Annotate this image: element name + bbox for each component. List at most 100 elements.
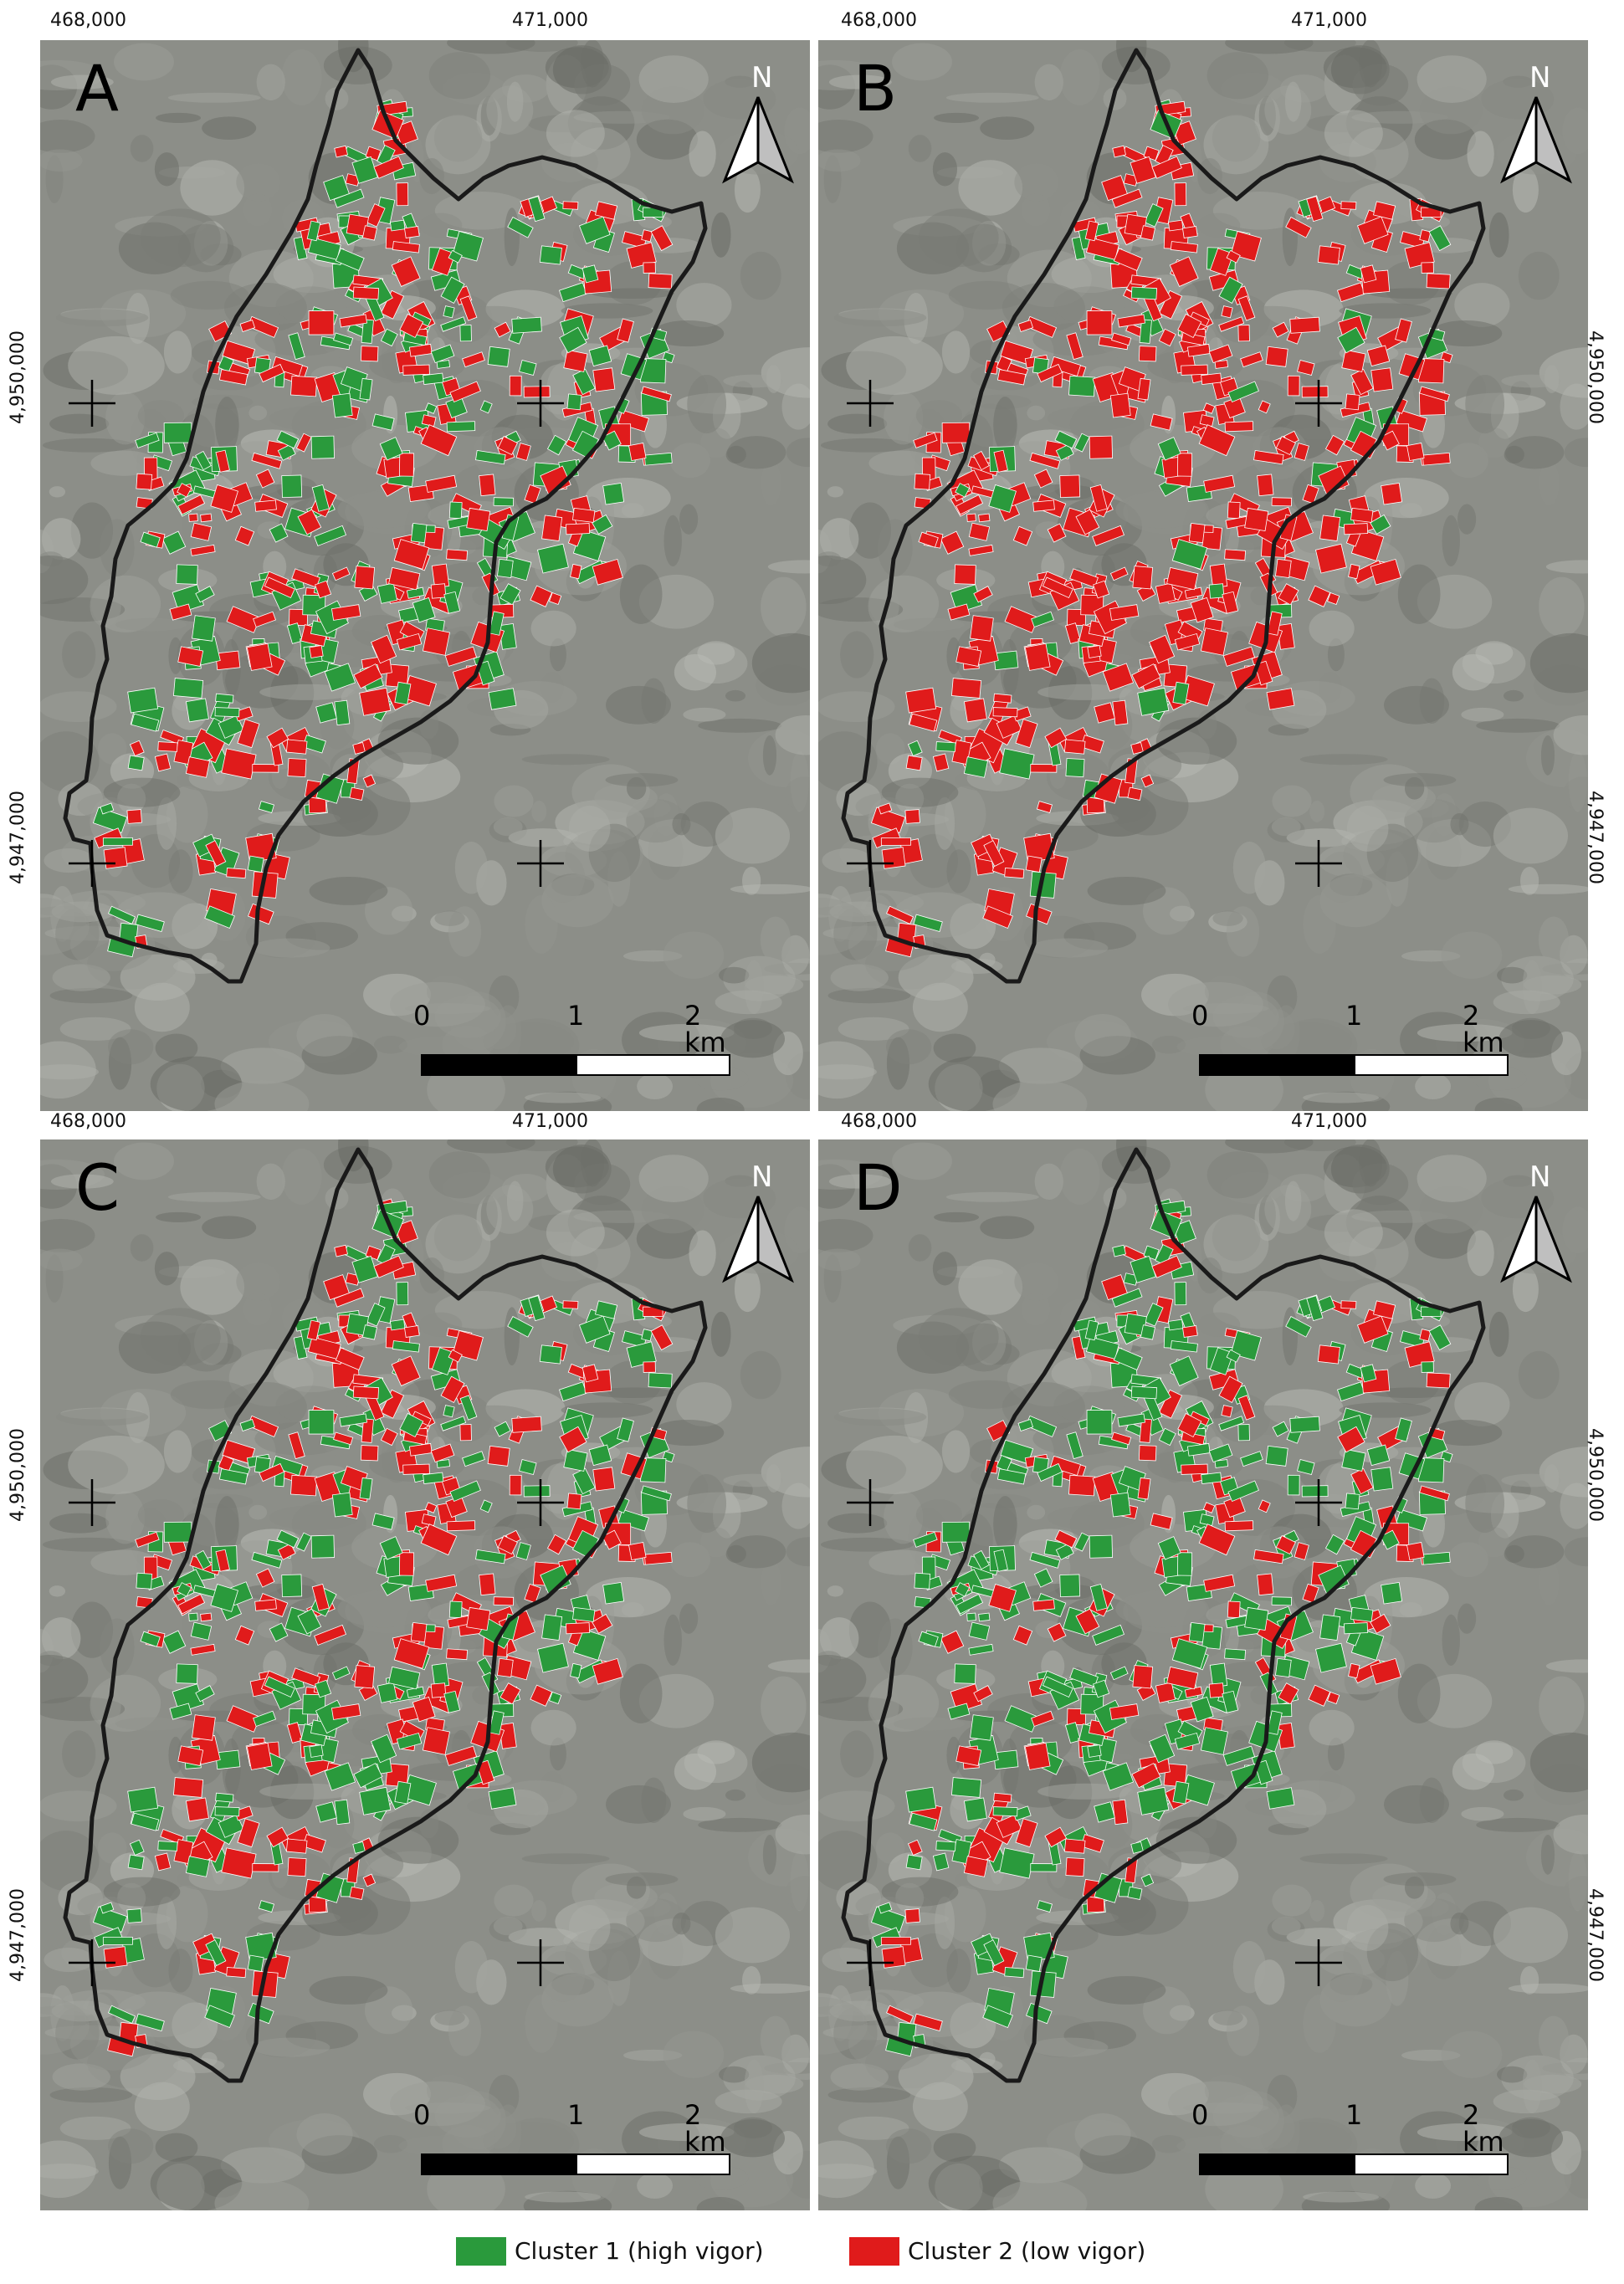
- vineyard-parcel: [1167, 1319, 1184, 1331]
- vineyard-parcel: [996, 1468, 1027, 1485]
- vineyard-parcel: [331, 1666, 351, 1681]
- vineyard-parcel: [973, 1549, 990, 1570]
- vineyard-parcel: [443, 305, 455, 319]
- vineyard-parcel: [530, 1684, 553, 1707]
- north-arrow: N: [1496, 64, 1576, 206]
- vineyard-parcel: [131, 713, 160, 732]
- vineyard-parcel: [1177, 1412, 1202, 1438]
- vineyard-parcel: [135, 1531, 160, 1548]
- vineyard-parcel: [446, 421, 476, 433]
- vineyard-parcel: [581, 1364, 599, 1383]
- vineyard-parcel: [1089, 1534, 1113, 1559]
- vineyard-parcel: [331, 566, 351, 581]
- vineyard-parcel: [1113, 1347, 1143, 1370]
- vineyard-parcel: [359, 1786, 392, 1815]
- vineyard-parcel: [1226, 249, 1241, 264]
- municipal-boundary: [841, 48, 1486, 984]
- scale-segment-black: [1199, 2153, 1354, 2175]
- vineyard-parcel: [314, 525, 347, 546]
- vineyard-parcel: [1065, 1857, 1085, 1877]
- vineyard-parcel: [1222, 646, 1256, 667]
- vineyard-parcel: [592, 514, 613, 535]
- vineyard-parcel: [1285, 1316, 1312, 1338]
- vineyard-parcel: [448, 249, 463, 264]
- vineyard-parcel: [1227, 501, 1241, 520]
- vineyard-parcel: [515, 1542, 531, 1560]
- vineyard-parcel: [1089, 1583, 1108, 1611]
- vineyard-parcel: [314, 1624, 347, 1646]
- vineyard-parcel: [509, 375, 522, 397]
- vineyard-parcel: [379, 437, 403, 461]
- vineyard-parcel: [335, 248, 365, 271]
- vineyard-parcel: [135, 2013, 165, 2032]
- easting-label-left: 468,000: [50, 1111, 126, 1132]
- vineyard-parcel: [588, 1444, 612, 1467]
- vineyard-parcel: [918, 531, 939, 548]
- vineyard-parcel: [1380, 1529, 1400, 1550]
- vineyard-parcel: [1109, 1666, 1129, 1681]
- vineyard-parcel: [1202, 1502, 1216, 1513]
- vineyard-parcel: [297, 509, 322, 535]
- vineyard-parcel: [493, 1596, 515, 1606]
- vineyard-parcel: [914, 1572, 931, 1590]
- vineyard-parcel: [1149, 1733, 1176, 1764]
- vineyard-parcel: [393, 539, 430, 570]
- vineyard-parcel: [1422, 452, 1451, 466]
- grid-cross-icon: [847, 380, 894, 427]
- vineyard-parcel: [1272, 321, 1289, 338]
- vineyard-parcel: [379, 1536, 403, 1560]
- vineyard-parcel: [335, 1347, 365, 1370]
- vineyard-parcel: [311, 1583, 330, 1611]
- vineyard-parcel: [996, 714, 1022, 739]
- northing-label-upper: 4,950,000: [7, 1428, 28, 1522]
- vineyard-parcel: [420, 424, 458, 457]
- map-panel-a: A N 0 1 2 km: [40, 40, 810, 1111]
- vineyard-parcel: [1137, 377, 1151, 401]
- vineyard-parcel: [1049, 356, 1082, 377]
- vineyard-parcel: [234, 1625, 255, 1646]
- vineyard-parcel: [412, 1696, 436, 1723]
- vineyard-parcel: [493, 497, 515, 507]
- vineyard-parcel: [1158, 328, 1176, 347]
- vineyard-parcel: [909, 1812, 938, 1831]
- vineyard-parcel: [215, 693, 234, 704]
- vineyard-parcel: [982, 2005, 1013, 2029]
- vineyard-parcel: [881, 847, 906, 869]
- vineyard-parcel: [420, 1524, 458, 1556]
- scale-bar: 0 1 2 km: [413, 1002, 735, 1078]
- vineyard-parcel: [941, 422, 971, 443]
- vineyard-parcel: [176, 564, 198, 585]
- vineyard-parcel: [1266, 688, 1295, 710]
- vineyard-parcel: [955, 646, 982, 667]
- vineyard-parcel: [1174, 632, 1201, 651]
- vineyard-parcel: [440, 1416, 467, 1431]
- vineyard-parcel: [496, 558, 514, 578]
- vineyard-parcel: [1112, 1799, 1129, 1826]
- vineyard-parcel: [421, 1513, 437, 1527]
- vineyard-parcel: [641, 386, 672, 402]
- vineyard-parcel: [966, 1612, 976, 1621]
- vineyard-parcel: [1130, 741, 1144, 755]
- vineyard-parcel: [1306, 1295, 1324, 1322]
- vineyard-parcel: [1319, 1614, 1341, 1641]
- vineyard-parcel: [366, 203, 386, 228]
- vineyard-parcel: [1294, 1542, 1309, 1560]
- vineyard-parcel: [968, 544, 994, 556]
- vineyard-parcel: [1092, 1624, 1125, 1646]
- vineyard-parcel: [1102, 1762, 1135, 1791]
- vineyard-parcel: [1421, 1361, 1434, 1373]
- grid-cross-icon: [69, 1939, 115, 1986]
- vineyard-parcel: [1317, 245, 1340, 265]
- satellite-basemap: [40, 40, 810, 1111]
- vineyard-parcel: [308, 1410, 335, 1435]
- vineyard-parcel: [496, 1657, 514, 1677]
- vineyard-parcel: [1130, 1841, 1144, 1854]
- vineyard-parcel: [361, 1418, 374, 1443]
- scale-tick-2: 2 km: [1463, 1000, 1504, 1058]
- vineyard-parcel: [947, 1703, 971, 1720]
- vineyard-parcel: [1068, 1474, 1096, 1497]
- vineyard-parcel: [222, 340, 256, 366]
- vineyard-parcel: [285, 739, 308, 755]
- vineyard-parcel: [102, 837, 133, 846]
- vineyard-parcel: [1033, 469, 1053, 489]
